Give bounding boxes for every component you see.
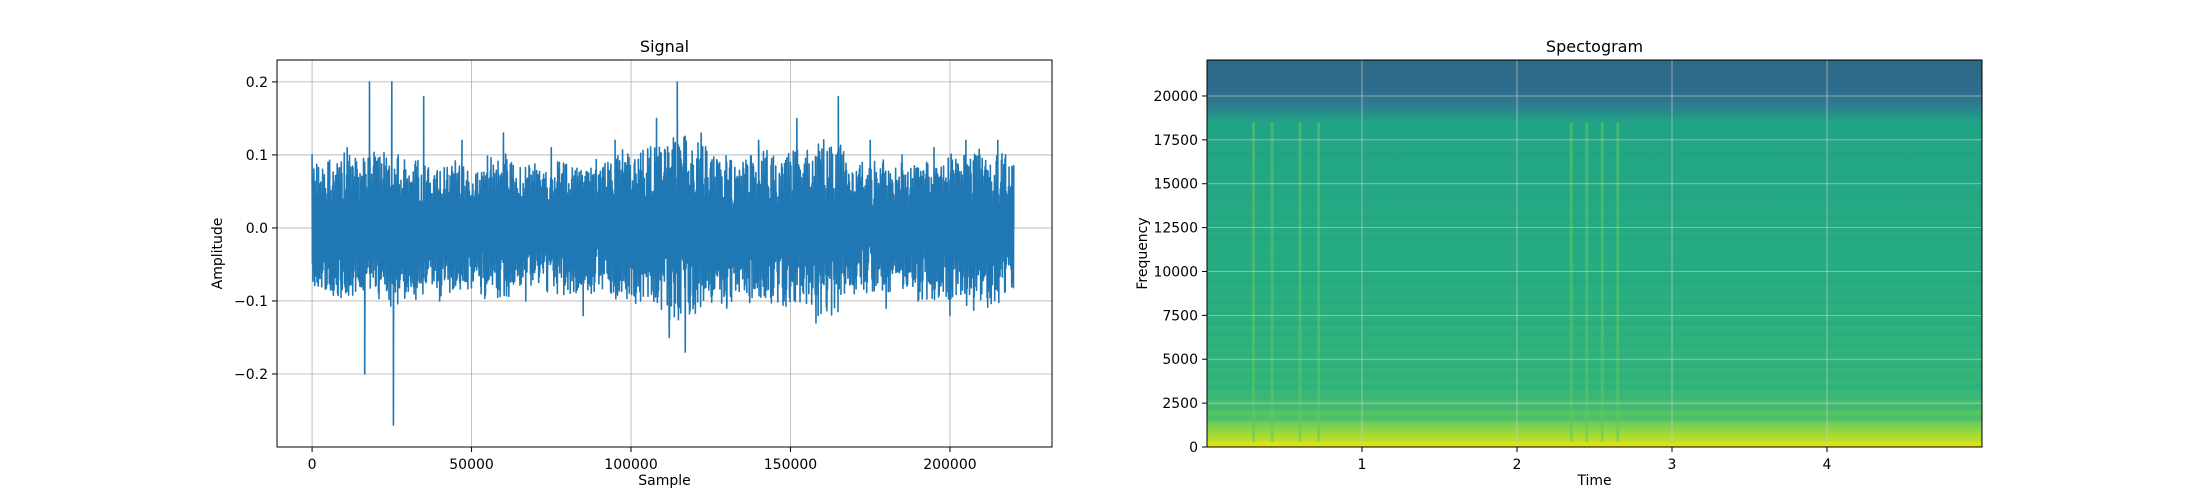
spectrogram-band (1207, 194, 1982, 200)
signal-x-tick-label: 150000 (764, 457, 817, 473)
spectrogram-band (1207, 310, 1982, 316)
spectrogram-band (1207, 331, 1982, 337)
spectrogram-band (1207, 267, 1982, 274)
signal-axes-frame (276, 59, 1053, 448)
spectrogram-band (1207, 131, 1982, 137)
spectrogram-ticks: 1 2 3 4 0 2500 5000 7500 10000 12500 15000 17500 200… (1153, 89, 1831, 473)
spectrogram-band (1207, 289, 1982, 295)
spectrogram-y-tick-label: 7500 (1162, 308, 1198, 324)
spectrogram-event-streak (1569, 122, 1573, 442)
spectrogram-y-tick-label: 12500 (1153, 221, 1198, 237)
spectrogram-band (1207, 320, 1982, 326)
signal-ticks: 0 50000 100000 150000 200000 −0.2 −0.1 0.0 0.1 0.… (234, 75, 977, 473)
signal-y-tick-label: 0.1 (246, 148, 268, 164)
spectrogram-y-axis-label: Frequency (1135, 217, 1151, 289)
signal-x-tick-label: 100000 (604, 457, 657, 473)
spectrogram-band (1207, 204, 1982, 211)
spectrogram-y-tick-label: 2500 (1162, 396, 1198, 412)
spectrogram-band (1207, 394, 1982, 400)
spectrogram-band (1207, 215, 1982, 221)
spectrogram-band (1207, 162, 1982, 168)
spectrogram-y-tick-label: 15000 (1153, 177, 1198, 193)
spectrogram-axes-frame (1206, 59, 1983, 448)
signal-y-tick-label: −0.1 (234, 294, 268, 310)
spectrogram-band (1207, 152, 1982, 158)
spectrogram-event-streak (1270, 122, 1274, 442)
signal-y-tick-label: 0.0 (246, 221, 268, 237)
spectrogram-x-tick-label: 1 (1358, 457, 1367, 473)
spectrogram-texture (1207, 120, 1982, 447)
spectrogram-y-tick-label: 17500 (1153, 133, 1198, 149)
spectrogram-band (1207, 404, 1982, 411)
spectrogram-band (1207, 278, 1982, 284)
signal-x-tick-label: 0 (308, 457, 317, 473)
spectrogram-band (1207, 373, 1982, 379)
signal-y-axis-label: Amplitude (210, 218, 226, 290)
spectrogram-event-streak (1317, 122, 1321, 442)
spectrogram-event-streak (1616, 122, 1620, 442)
spectrogram-event-streak (1585, 122, 1589, 442)
signal-y-tick-label: −0.2 (234, 367, 268, 383)
spectrogram-title: Spectogram (1546, 37, 1643, 56)
spectrogram-band (1207, 183, 1982, 189)
spectrogram-y-tick-label: 0 (1189, 440, 1198, 456)
signal-series (311, 81, 1015, 426)
spectrogram-event-streak (1600, 122, 1604, 442)
spectrogram-band (1207, 173, 1982, 179)
spectrogram-band (1207, 341, 1982, 347)
spectrogram-band (1207, 383, 1982, 390)
spectrogram-band (1207, 120, 1982, 126)
spectrogram-heatmap (1207, 60, 1982, 447)
spectrogram-x-tick-label: 4 (1823, 457, 1832, 473)
signal-chart: 0 50000 100000 150000 200000 −0.2 −0.1 0.0 0.1 0.… (210, 37, 1053, 489)
spectrogram-band (1207, 352, 1982, 358)
spectrogram-y-tick-label: 5000 (1162, 352, 1198, 368)
spectrogram-x-tick-label: 2 (1513, 457, 1522, 473)
spectrogram-band (1207, 415, 1982, 421)
spectrogram-band (1207, 299, 1982, 305)
spectrogram-event-streak (1298, 122, 1302, 442)
signal-y-tick-label: 0.2 (246, 75, 268, 91)
signal-x-tick-label: 50000 (449, 457, 494, 473)
spectrogram-y-tick-label: 10000 (1153, 264, 1198, 280)
spectrogram-band (1207, 246, 1982, 253)
signal-x-axis-label: Sample (638, 473, 691, 489)
signal-x-tick-label: 200000 (923, 457, 976, 473)
spectrogram-band (1207, 141, 1982, 147)
spectrogram-bottom-band (1207, 441, 1982, 447)
spectrogram-band (1207, 225, 1982, 232)
spectrogram-y-tick-label: 20000 (1153, 89, 1198, 105)
spectrogram-band (1207, 236, 1982, 242)
spectrogram-band (1207, 257, 1982, 263)
spectrogram-event-streak (1252, 122, 1255, 442)
spectrogram-x-axis-label: Time (1576, 473, 1611, 489)
signal-line (311, 81, 1015, 426)
spectrogram-x-tick-label: 3 (1668, 457, 1677, 473)
spectrogram-band (1207, 362, 1982, 369)
spectrogram-chart: 1 2 3 4 0 2500 5000 7500 10000 12500 15000 17500 200… (1135, 37, 1983, 489)
signal-title: Signal (640, 37, 689, 56)
